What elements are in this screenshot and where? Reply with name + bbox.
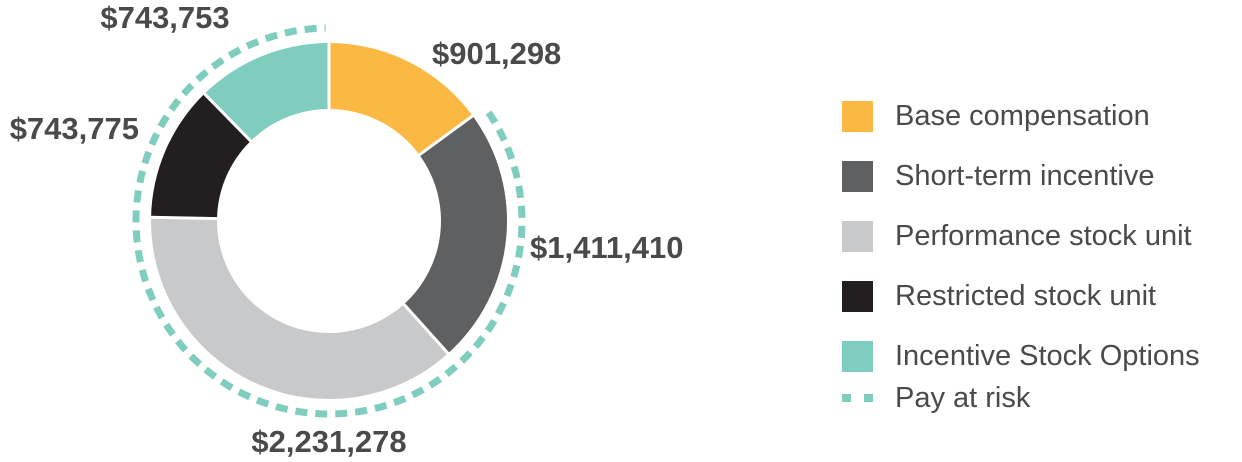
legend-label-incentive-stock-options: Incentive Stock Options [895,339,1200,372]
legend-item-pay-at-risk: Pay at risk [842,378,1200,418]
legend: Base compensation Short-term incentive P… [842,86,1200,418]
slice-separator [150,215,219,221]
legend-label-performance-stock-unit: Performance stock unit [895,219,1192,252]
slice-performance-stock-unit [150,217,449,400]
value-label-base-compensation: $901,298 [432,36,561,71]
pay-at-risk-arc [132,24,526,418]
legend-swatch-base-compensation [842,100,873,132]
legend-label-restricted-stock-unit: Restricted stock unit [895,279,1157,312]
legend-swatch-incentive-stock-options [842,340,873,372]
legend-label-pay-at-risk: Pay at risk [895,381,1031,414]
value-label-incentive-stock-options: $743,753 [100,0,229,35]
legend-swatch-short-term-incentive [842,160,873,192]
legend-swatch-restricted-stock-unit [842,280,873,312]
slice-base-compensation [329,43,473,155]
legend-label-short-term-incentive: Short-term incentive [895,159,1155,192]
value-label-performance-stock-unit: $2,231,278 [251,424,406,459]
legend-swatch-pay-at-risk [842,394,873,402]
slice-separator [202,92,253,143]
value-label-short-term-incentive: $1,411,410 [530,230,683,265]
slice-separator [417,114,475,157]
legend-item-incentive-stock-options: Incentive Stock Options [842,326,1200,386]
legend-label-base-compensation: Base compensation [895,99,1150,132]
slice-separator [402,302,450,356]
slice-restricted-stock-unit [151,93,251,219]
legend-swatch-performance-stock-unit [842,220,873,252]
slice-incentive-stock-options [204,43,329,141]
slice-short-term-incentive [403,115,507,354]
value-label-restricted-stock-unit: $743,775 [10,111,139,146]
legend-item-base-compensation: Base compensation [842,86,1200,146]
legend-item-short-term-incentive: Short-term incentive [842,146,1200,206]
legend-item-restricted-stock-unit: Restricted stock unit [842,266,1200,326]
donut-chart: $901,298 $1,411,410 $2,231,278 $743,775 $743… [10,0,684,459]
legend-item-performance-stock-unit: Performance stock unit [842,206,1200,266]
